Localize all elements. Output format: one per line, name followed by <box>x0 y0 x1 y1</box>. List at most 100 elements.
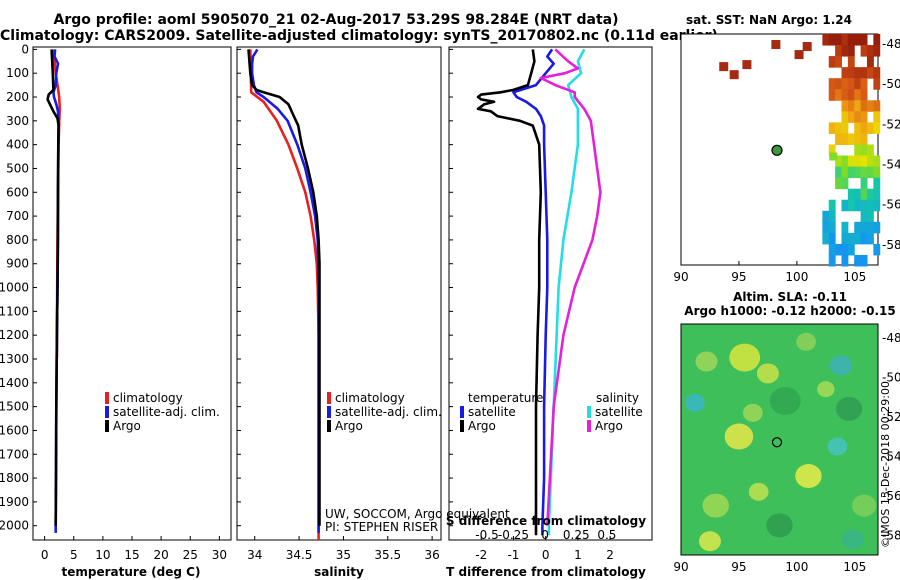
sst-cell <box>860 221 868 234</box>
sst-cell <box>835 122 842 134</box>
sst-cell <box>835 56 842 68</box>
x-tick-label: 36 <box>424 548 439 562</box>
argo-position-marker <box>771 144 783 156</box>
difference-legend: temperature satellite Argo salinity sate… <box>460 391 643 433</box>
sst-cell <box>841 133 849 145</box>
series-line-argo <box>247 49 321 526</box>
sst-cell <box>860 210 868 223</box>
depth-tick-label: 1900 <box>0 495 29 509</box>
legend-swatch-climatology <box>105 392 109 404</box>
sst-cell <box>847 78 855 90</box>
sst-cell <box>860 67 868 79</box>
sst-cell <box>860 166 868 179</box>
map-y-tick-label: -54 <box>882 449 900 463</box>
legend-swatch-satellite <box>327 406 331 418</box>
depth-tick-label: 1000 <box>0 281 29 295</box>
sst-cell <box>835 45 842 57</box>
sst-cell <box>866 45 874 57</box>
sst-cell <box>828 210 836 223</box>
sst-cell <box>866 122 874 134</box>
sst-cell <box>860 188 868 201</box>
sst-cell <box>860 155 868 168</box>
depth-tick-label: 500 <box>6 161 29 175</box>
sst-cell <box>771 40 781 50</box>
map-x-tick-label: 100 <box>785 270 808 284</box>
map-x-tick-label: 105 <box>843 560 866 574</box>
map-y-tick-label: -54 <box>882 158 900 172</box>
legend-swatch-satellite <box>105 406 109 418</box>
sst-cell <box>828 254 836 267</box>
series-line-s-satellite <box>547 48 586 536</box>
sst-cell <box>873 199 881 212</box>
sst-cell <box>841 100 849 112</box>
x-tick-label: 0 <box>41 548 49 562</box>
sst-cell <box>719 62 729 72</box>
sst-cell <box>847 100 855 112</box>
x-tick-label: 10 <box>95 548 110 562</box>
sst-cell <box>866 166 874 179</box>
sst-cell <box>860 45 868 57</box>
sst-cell <box>854 67 862 79</box>
sst-cell <box>866 155 874 168</box>
map-y-tick-label: -56 <box>882 489 900 503</box>
legend-swatch-argo <box>327 420 331 432</box>
sst-cell <box>822 34 830 46</box>
sst-cell <box>860 254 868 267</box>
top-x-tick-label: 0 <box>541 528 549 542</box>
sst-cell <box>847 89 855 101</box>
sst-cell <box>835 243 842 256</box>
legend-swatch-s-satellite <box>587 406 591 418</box>
x-tick-label: 0 <box>542 548 550 562</box>
legend-label-s-satellite: satellite <box>595 405 643 419</box>
sst-cell <box>847 232 855 245</box>
credit-line2: PI: STEPHEN RISER <box>325 520 438 534</box>
series-line-climatology <box>249 49 320 540</box>
sla-anomaly-blob <box>817 381 835 398</box>
sla-anomaly-blob <box>698 531 721 552</box>
sst-cell <box>873 45 881 57</box>
sst-cell <box>835 155 842 168</box>
sst-cell <box>835 166 842 179</box>
sst-cell <box>847 67 855 79</box>
x-tick-label: 34.5 <box>286 548 313 562</box>
sla-anomaly-blob <box>724 423 754 450</box>
sla-anomaly-blob <box>827 437 848 456</box>
sst-cell <box>854 144 862 157</box>
map-y-tick-label: -48 <box>882 331 900 345</box>
sst-cell <box>841 111 849 123</box>
salinity-legend: climatology satellite-adj. clim. Argo <box>327 391 442 433</box>
map-y-tick-label: -52 <box>882 117 900 131</box>
sst-cell <box>828 34 836 46</box>
sst-cell <box>854 221 862 234</box>
depth-tick-label: 700 <box>6 209 29 223</box>
sst-cell <box>860 111 868 123</box>
map-x-tick-label: 100 <box>785 560 808 574</box>
sst-cell <box>873 34 881 46</box>
legend-label-satellite: satellite-adj. clim. <box>113 405 220 419</box>
sst-cell <box>854 155 862 168</box>
sst-cell <box>822 232 830 245</box>
legend-label-t-argo: Argo <box>468 419 496 433</box>
sst-cell <box>835 78 842 90</box>
sst-cell <box>828 78 836 90</box>
sst-cell <box>835 133 842 145</box>
depth-tick-label: 900 <box>6 257 29 271</box>
sst-cell <box>847 199 855 212</box>
sst-cell <box>835 34 842 46</box>
sst-cell <box>860 133 868 145</box>
depth-tick-label: 0 <box>21 42 29 56</box>
sla-anomaly-blob <box>769 387 801 415</box>
map-x-tick-label: 105 <box>843 270 866 284</box>
sst-cell <box>854 100 862 112</box>
sla-anomaly-blob <box>835 396 863 421</box>
sst-cell <box>841 45 849 57</box>
sla-anomaly-blob <box>702 493 729 518</box>
depth-tick-label: 1600 <box>0 423 29 437</box>
sst-cell <box>866 144 874 157</box>
sst-cell <box>847 45 855 57</box>
depth-tick-label: 1400 <box>0 376 29 390</box>
sst-cell <box>866 210 874 223</box>
sst-cell <box>854 34 862 46</box>
sst-cell <box>841 221 849 234</box>
sst-cell <box>866 67 874 79</box>
